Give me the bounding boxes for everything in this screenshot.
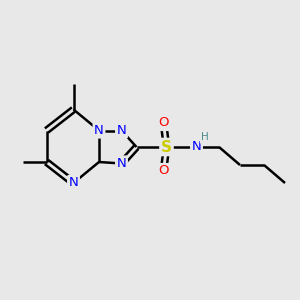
Text: N: N	[117, 157, 126, 170]
Text: H: H	[201, 132, 209, 142]
Text: S: S	[161, 140, 172, 154]
Text: O: O	[158, 116, 169, 130]
Text: N: N	[94, 124, 104, 137]
Text: N: N	[192, 140, 201, 154]
Text: N: N	[117, 124, 126, 137]
Text: N: N	[69, 176, 78, 190]
Text: O: O	[158, 164, 169, 178]
